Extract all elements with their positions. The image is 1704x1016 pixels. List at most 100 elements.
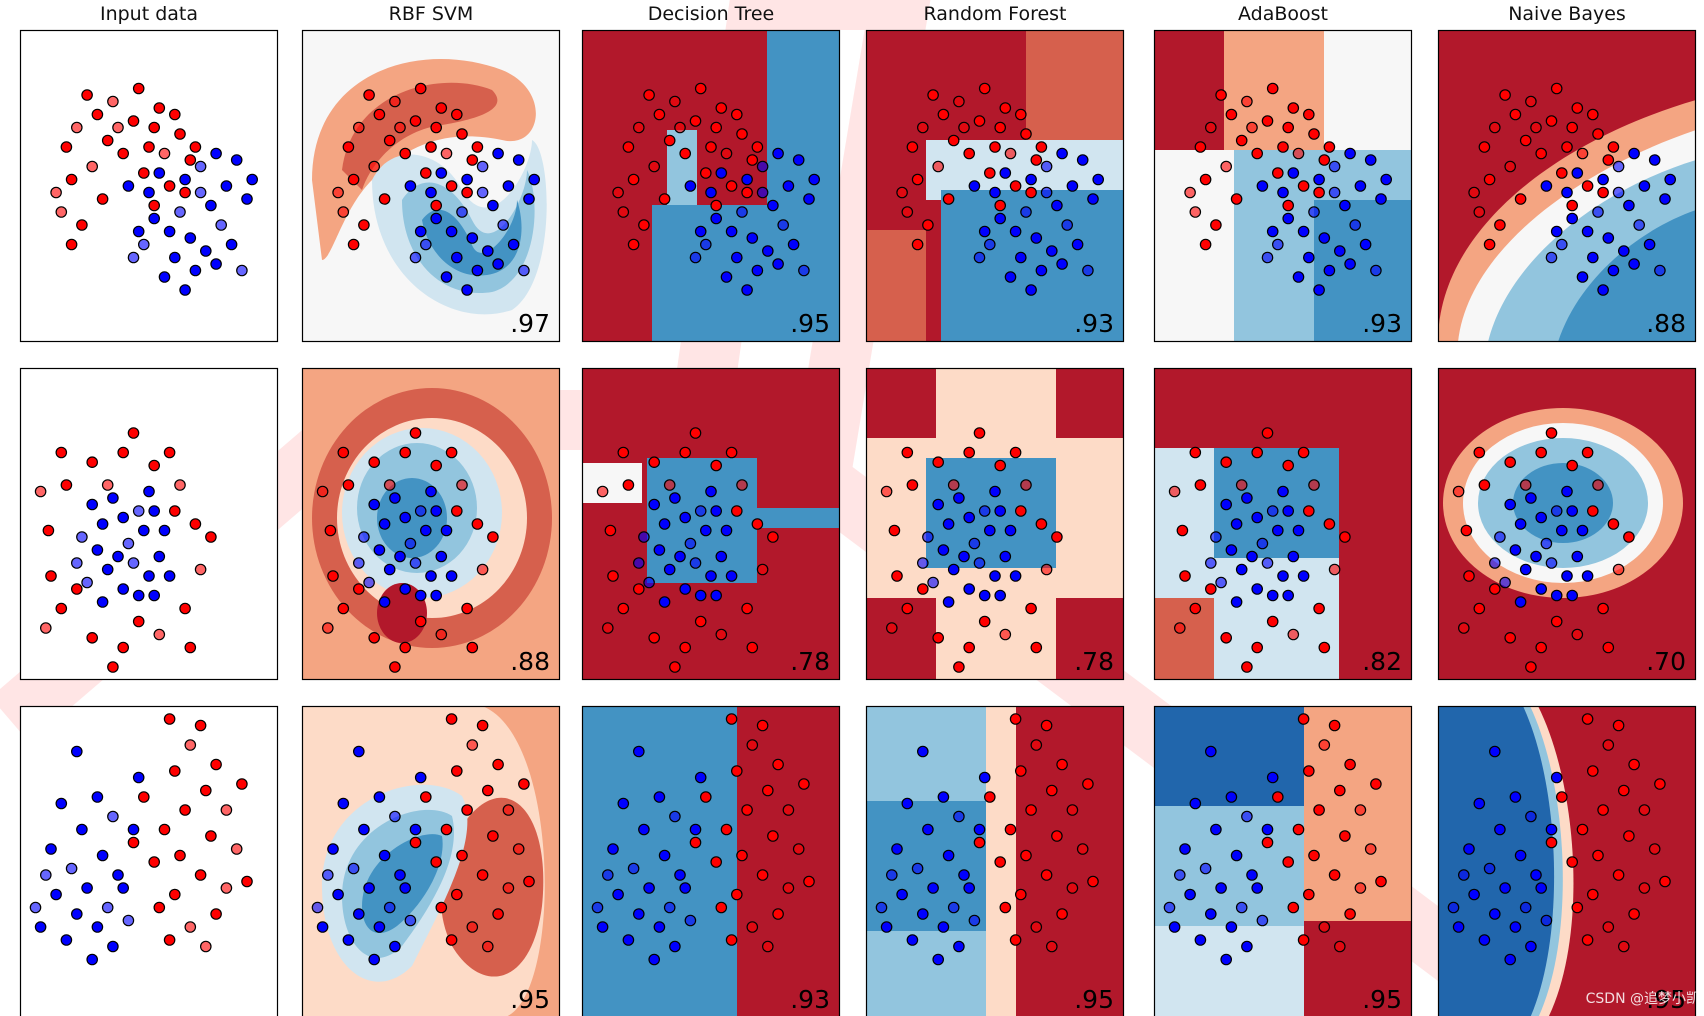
- blue-point-1: [1272, 524, 1284, 537]
- panel-moons-input-data: [19, 29, 279, 343]
- blue-point-6: [1087, 193, 1099, 205]
- red-point-23: [321, 622, 334, 634]
- red-point-15: [1235, 479, 1248, 491]
- blue-point-9: [445, 225, 458, 238]
- blue-point-12: [694, 589, 707, 602]
- red-point-9: [705, 141, 717, 153]
- red-point-28: [994, 121, 1006, 134]
- blue-point-12: [132, 589, 145, 602]
- red-point-11: [153, 628, 166, 641]
- blue-point-17: [1561, 485, 1573, 498]
- red-point-13: [963, 641, 975, 654]
- blue-point-12: [916, 908, 929, 920]
- blue-point-21: [705, 186, 717, 199]
- blue-point-23: [1457, 869, 1470, 881]
- red-point-22: [1581, 934, 1594, 946]
- blue-point-2: [1230, 518, 1243, 530]
- red-point-10: [1339, 830, 1351, 842]
- scatter-points: [896, 82, 1104, 296]
- red-point-4: [169, 108, 181, 121]
- blue-point-23: [973, 251, 986, 264]
- blue-point-6: [523, 193, 535, 205]
- blue-point-20: [1230, 596, 1243, 608]
- blue-point-15: [684, 914, 697, 927]
- blue-point-4: [1638, 180, 1651, 192]
- blue-point-8: [148, 505, 160, 517]
- blue-point-10: [184, 232, 197, 244]
- blue-point-5: [767, 199, 779, 212]
- blue-point-23: [885, 869, 898, 881]
- panel-linearly-separable-adaboost: .95: [1153, 705, 1413, 1016]
- blue-point-21: [1504, 953, 1516, 966]
- panel-frame: [1153, 705, 1413, 1016]
- blue-point-25: [715, 167, 728, 179]
- blue-point-12: [1550, 589, 1563, 602]
- blue-point-10: [612, 888, 624, 901]
- blue-point-16: [1071, 238, 1084, 251]
- blue-point-11: [1235, 901, 1248, 914]
- red-point-16: [169, 888, 181, 901]
- red-point-0: [363, 89, 375, 101]
- scatter-points: [591, 713, 815, 966]
- panel-frame: [1153, 29, 1413, 343]
- blue-point-19: [414, 505, 427, 517]
- blue-point-0: [1204, 745, 1217, 758]
- red-point-5: [1015, 765, 1027, 777]
- accuracy-score: .97: [510, 309, 550, 338]
- blue-point-13: [1452, 921, 1465, 933]
- red-point-3: [669, 95, 681, 108]
- red-point-4: [622, 479, 635, 491]
- blue-point-0: [117, 511, 129, 524]
- red-point-14: [756, 869, 769, 881]
- red-point-22: [430, 199, 442, 212]
- red-point-6: [482, 784, 494, 797]
- red-point-17: [347, 173, 360, 186]
- red-point-2: [1297, 713, 1310, 725]
- blue-point-22: [1261, 823, 1274, 836]
- blue-point-1: [91, 791, 104, 803]
- blue-point-1: [1364, 154, 1377, 166]
- red-point-6: [324, 524, 337, 537]
- red-point-19: [596, 485, 609, 498]
- blue-point-4: [502, 180, 515, 192]
- red-point-27: [674, 121, 686, 134]
- blue-point-5: [205, 199, 217, 212]
- red-point-2: [1504, 456, 1516, 468]
- blue-point-10: [1318, 232, 1331, 244]
- blue-point-23: [916, 557, 929, 569]
- red-point-15: [1354, 882, 1367, 894]
- blue-point-5: [143, 570, 155, 582]
- red-point-20: [725, 446, 738, 459]
- blue-point-11: [383, 901, 396, 914]
- blue-point-0: [399, 511, 411, 524]
- blue-point-15: [420, 238, 432, 251]
- blue-point-13: [880, 921, 893, 933]
- blue-point-21: [148, 589, 160, 602]
- blue-point-22: [772, 258, 784, 270]
- red-point-17: [1483, 173, 1496, 186]
- blue-point-3: [953, 810, 965, 823]
- red-point-6: [689, 115, 702, 127]
- red-point-3: [736, 479, 748, 491]
- red-point-0: [117, 446, 129, 459]
- red-point-8: [1025, 804, 1037, 816]
- red-point-16: [731, 888, 743, 901]
- blue-point-13: [596, 921, 609, 933]
- red-point-17: [1571, 901, 1584, 914]
- red-point-23: [55, 206, 68, 218]
- red-point-14: [132, 615, 145, 628]
- red-point-9: [1004, 823, 1017, 836]
- blue-point-6: [241, 193, 253, 205]
- red-point-19: [466, 921, 479, 933]
- blue-point-22: [163, 570, 176, 582]
- blue-point-2: [901, 797, 914, 810]
- red-point-26: [1607, 141, 1620, 153]
- blue-point-27: [1040, 160, 1053, 173]
- scatter-points: [316, 427, 499, 673]
- red-point-17: [916, 583, 929, 595]
- red-point-1: [978, 82, 991, 95]
- blue-point-15: [922, 531, 934, 543]
- red-point-25: [911, 238, 924, 251]
- red-point-24: [1545, 427, 1558, 439]
